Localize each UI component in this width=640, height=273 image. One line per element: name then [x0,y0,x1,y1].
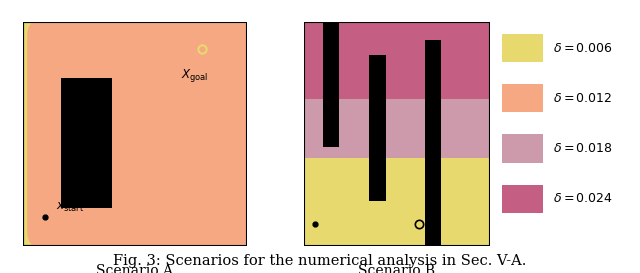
Bar [425,40,442,246]
Bar [502,84,543,112]
Text: $\delta = 0.006$: $\delta = 0.006$ [554,41,613,55]
Bar [61,78,113,208]
Bar [502,185,543,213]
Bar [304,22,490,99]
Text: Scenario A: Scenario A [96,264,173,273]
Text: $\delta = 0.018$: $\delta = 0.018$ [554,142,613,155]
Text: $X_{\mathrm{goal}}$: $X_{\mathrm{goal}}$ [182,67,209,84]
Bar [369,55,386,201]
Text: Fig. 3: Scenarios for the numerical analysis in Sec. V-A.: Fig. 3: Scenarios for the numerical anal… [113,254,527,268]
Text: Scenario B: Scenario B [358,264,435,273]
Text: $x_{\mathrm{start}}$: $x_{\mathrm{start}}$ [56,201,84,214]
FancyBboxPatch shape [28,20,255,248]
Bar [502,134,543,163]
Text: $\delta = 0.024$: $\delta = 0.024$ [554,192,614,205]
Bar [304,99,490,158]
Bar [502,34,543,62]
Text: $\delta = 0.012$: $\delta = 0.012$ [554,92,613,105]
Bar [304,158,490,246]
Bar [323,22,339,147]
